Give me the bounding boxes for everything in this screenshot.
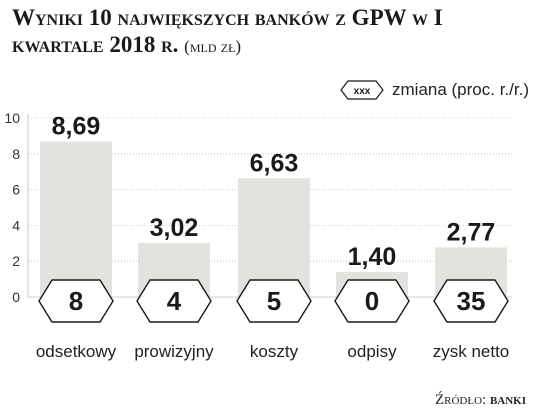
- value-label: 8,69: [52, 112, 101, 140]
- change-hexagon: [38, 279, 114, 323]
- value-label: 1,40: [348, 243, 397, 271]
- source-label: Źródło:: [434, 392, 487, 408]
- change-hexagon: [433, 279, 509, 323]
- change-value: 8: [69, 286, 83, 316]
- y-tick-label: 8: [12, 146, 20, 162]
- category-label: odpisy: [347, 342, 397, 361]
- category-label: prowizyjny: [134, 342, 214, 361]
- change-value: 35: [457, 286, 486, 316]
- legend-badge-text: xxx: [354, 86, 371, 97]
- source-value: banki: [489, 392, 526, 408]
- category-label: odsetkowy: [36, 342, 117, 361]
- y-tick-label: 10: [4, 110, 20, 126]
- change-value: 5: [267, 286, 281, 316]
- source-note: Źródło: banki: [435, 392, 526, 409]
- bar: [40, 141, 112, 297]
- chart-title-unit: (mld zł): [184, 37, 242, 56]
- change-value: 0: [365, 286, 379, 316]
- legend: xxx zmiana (proc. r./r.): [340, 79, 529, 101]
- y-tick-label: 6: [12, 182, 20, 198]
- category-label: koszty: [250, 342, 299, 361]
- change-hexagon: [334, 279, 410, 323]
- legend-hexagon-icon: xxx: [340, 80, 384, 100]
- change-hexagon: [236, 279, 312, 323]
- change-value: 4: [167, 286, 182, 316]
- category-label: zysk netto: [433, 342, 510, 361]
- y-tick-label: 0: [12, 289, 20, 305]
- chart-title-main: Wyniki 10 największych banków z GPW w I …: [12, 5, 443, 57]
- chart-title: Wyniki 10 największych banków z GPW w I …: [12, 4, 532, 60]
- y-tick-label: 2: [12, 253, 20, 269]
- y-tick-label: 4: [12, 217, 20, 233]
- bar: [238, 178, 310, 297]
- value-label: 3,02: [150, 214, 199, 242]
- value-label: 2,77: [447, 218, 496, 246]
- legend-label: zmiana (proc. r./r.): [392, 80, 529, 99]
- change-hexagon: [136, 279, 212, 323]
- value-label: 6,63: [250, 149, 299, 177]
